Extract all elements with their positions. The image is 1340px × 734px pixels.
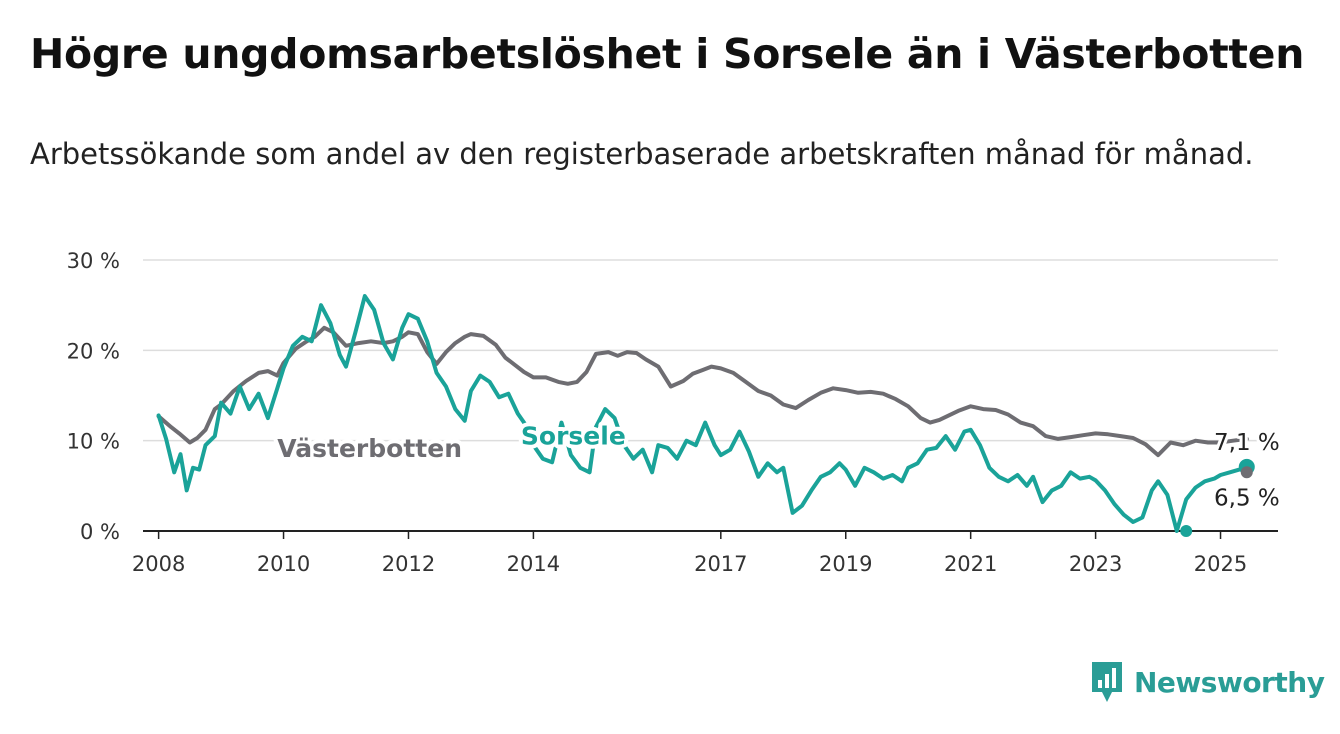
x-tick-label: 2021 xyxy=(944,552,997,576)
brand-logo: Newsworthy xyxy=(1090,660,1325,704)
end-value-label: 6,5 % xyxy=(1214,485,1280,511)
x-tick-label: 2023 xyxy=(1069,552,1122,576)
y-tick-label: 20 % xyxy=(67,339,120,363)
brand-name: Newsworthy xyxy=(1134,665,1325,699)
x-tick-label: 2025 xyxy=(1194,552,1247,576)
end-point-marker xyxy=(1180,525,1193,537)
x-tick-label: 2010 xyxy=(257,552,310,576)
series-line-sorsele xyxy=(156,294,1249,533)
end-value-label: 7,1 % xyxy=(1214,430,1280,456)
series-label-västerbotten: Västerbotten xyxy=(277,434,462,463)
end-point-marker xyxy=(1240,466,1253,479)
x-tick-label: 2012 xyxy=(382,552,435,576)
series-label-sorsele: Sorsele xyxy=(521,421,626,450)
y-tick-label: 10 % xyxy=(67,430,120,454)
bar-chart-logo-icon xyxy=(1092,662,1122,702)
x-tick-label: 2017 xyxy=(694,552,747,576)
chart-subtitle: Arbetssökande som andel av den registerb… xyxy=(30,137,1254,171)
series-line-västerbotten xyxy=(156,325,1249,458)
x-tick-label: 2008 xyxy=(132,552,185,576)
x-tick-label: 2019 xyxy=(819,552,872,576)
y-tick-label: 30 % xyxy=(67,249,120,273)
x-tick-label: 2014 xyxy=(507,552,560,576)
chart-title: Högre ungdomsarbetslöshet i Sorsele än i… xyxy=(30,30,1305,78)
y-tick-label: 0 % xyxy=(80,520,120,544)
